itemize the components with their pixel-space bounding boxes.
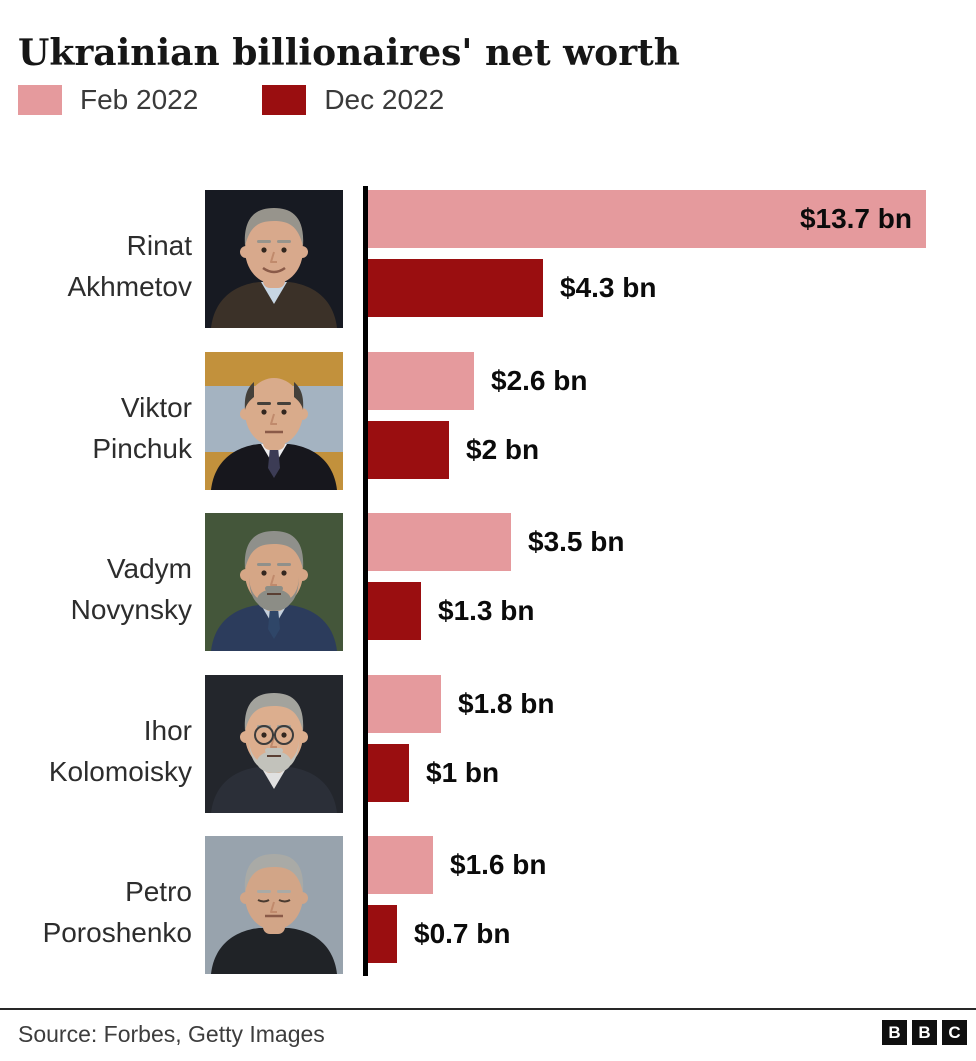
legend-item-dec-2022: Dec 2022 <box>262 84 444 116</box>
bar-value-label-feb: $1.6 bn <box>450 849 547 880</box>
footer: Source: Forbes, Getty Images B B C <box>0 1008 976 1061</box>
bar-group: $2.6 bn $2 bn <box>368 351 976 490</box>
bbc-logo-letter-icon: C <box>942 1020 967 1045</box>
bar-dec-2022 <box>368 259 543 317</box>
bar-group: $1.6 bn $0.7 bn <box>368 836 976 974</box>
legend-label: Dec 2022 <box>324 84 445 115</box>
bar-value-label-dec: $2 bn <box>466 433 540 465</box>
billionaire-portrait-photo <box>205 513 343 651</box>
bar-dec-2022 <box>368 582 421 640</box>
billionaire-row: Viktor Pinchuk $2.6 bn $2 bn <box>0 351 976 513</box>
legend-swatch-dec-icon <box>262 85 307 115</box>
bar-group: $13.7 bn $4.3 bn <box>368 190 976 328</box>
bar-value-label-dec: $4.3 bn <box>560 272 657 303</box>
bbc-logo-letter-icon: B <box>912 1020 937 1045</box>
bar-feb-2022 <box>368 190 926 248</box>
chart-legend: Feb 2022 Dec 2022 <box>18 84 508 116</box>
billionaire-portrait-photo <box>205 674 343 813</box>
bar-feb-2022 <box>368 674 441 733</box>
source-attribution: Source: Forbes, Getty Images <box>18 1021 325 1047</box>
bar-feb-2022 <box>368 836 433 894</box>
chart-axis-line <box>363 186 368 976</box>
billionaire-name: Vadym Novynsky <box>70 553 192 625</box>
billionaire-row: Ihor Kolomoisky $1.8 bn $1 bn <box>0 674 976 836</box>
bar-dec-2022 <box>368 743 409 802</box>
billionaire-portrait-photo <box>205 351 343 490</box>
bar-feb-2022 <box>368 351 474 410</box>
legend-label: Feb 2022 <box>80 84 199 115</box>
billionaire-row: Rinat Akhmetov $13.7 bn $4.3 bn <box>0 189 976 351</box>
billionaire-name: Petro Poroshenko <box>42 876 192 948</box>
bar-dec-2022 <box>368 905 397 963</box>
bbc-logo-letter-icon: B <box>882 1020 907 1045</box>
bar-value-label-dec: $1 bn <box>426 756 500 788</box>
bar-chart: Rinat Akhmetov $13.7 bn $4.3 bn Viktor Pin… <box>0 189 976 997</box>
bar-group: $3.5 bn $1.3 bn <box>368 513 976 651</box>
billionaire-portrait-photo <box>205 836 343 974</box>
bbc-logo: B B C <box>882 1020 967 1045</box>
billionaire-portrait-photo <box>205 190 343 328</box>
bar-value-label-feb: $1.8 bn <box>458 687 555 719</box>
legend-swatch-feb-icon <box>18 85 62 115</box>
bar-value-label-feb: $3.5 bn <box>528 526 625 557</box>
billionaire-name: Rinat Akhmetov <box>67 230 193 302</box>
bar-value-label-dec: $1.3 bn <box>438 595 535 626</box>
billionaire-name: Viktor Pinchuk <box>92 391 192 464</box>
bar-value-label-feb: $13.7 bn <box>799 203 912 234</box>
billionaire-row: Petro Poroshenko $1.6 bn $0.7 bn <box>0 835 976 997</box>
bar-value-label-dec: $0.7 bn <box>414 918 511 949</box>
page-title: Ukrainian billionaires' net worth <box>18 32 680 75</box>
bar-value-label-feb: $2.6 bn <box>491 364 588 396</box>
legend-item-feb-2022: Feb 2022 <box>18 84 198 116</box>
bar-group: $1.8 bn $1 bn <box>368 674 976 813</box>
bar-feb-2022 <box>368 513 511 571</box>
billionaire-row: Vadym Novynsky $3.5 bn $1.3 bn <box>0 512 976 674</box>
bar-dec-2022 <box>368 420 449 479</box>
billionaire-name: Ihor Kolomoisky <box>48 714 192 787</box>
